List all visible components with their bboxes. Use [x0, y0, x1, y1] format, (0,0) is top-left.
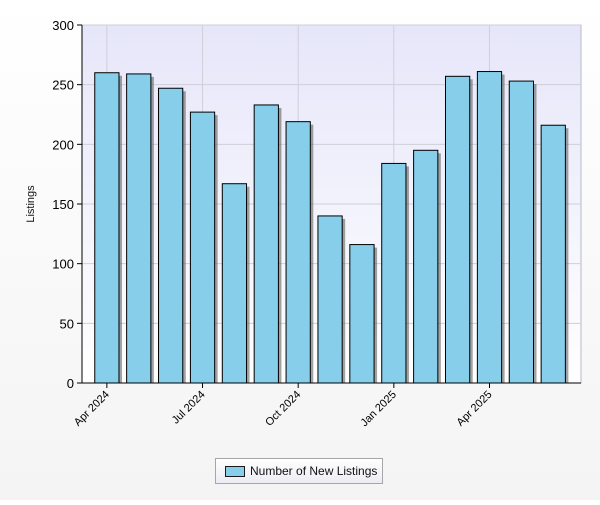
x-tick-label: Oct 2024	[263, 389, 303, 429]
y-tick-label: 50	[60, 316, 74, 331]
bar	[540, 124, 566, 384]
bar	[253, 104, 279, 384]
y-tick-label: 0	[67, 376, 74, 391]
bar	[221, 183, 248, 384]
bar	[94, 72, 120, 384]
bar	[444, 75, 471, 384]
y-tick-label: 100	[52, 257, 74, 272]
bar	[317, 215, 343, 384]
axes	[77, 24, 581, 388]
bar	[476, 71, 503, 384]
bar	[189, 111, 216, 384]
bar	[413, 149, 439, 384]
y-tick-label: 300	[52, 18, 74, 33]
bars	[94, 71, 569, 384]
bar	[158, 87, 184, 384]
bar	[285, 121, 311, 384]
x-tick-label: Apr 2025	[455, 389, 495, 429]
x-tick-label: Jan 2025	[358, 389, 398, 429]
bar	[381, 162, 407, 384]
bar	[349, 244, 375, 384]
y-axis-label: Listings	[25, 185, 37, 223]
bar	[508, 80, 534, 384]
bar	[126, 73, 152, 384]
x-tick-label: Apr 2024	[72, 389, 112, 429]
legend: Number of New Listings	[215, 458, 383, 484]
legend-label: Number of New Listings	[250, 464, 378, 478]
y-tick-label: 150	[52, 197, 74, 212]
legend-swatch	[225, 465, 245, 477]
y-tick-label: 200	[52, 137, 74, 152]
x-tick-label: Jul 2024	[170, 389, 208, 427]
y-tick-label: 250	[52, 78, 74, 93]
